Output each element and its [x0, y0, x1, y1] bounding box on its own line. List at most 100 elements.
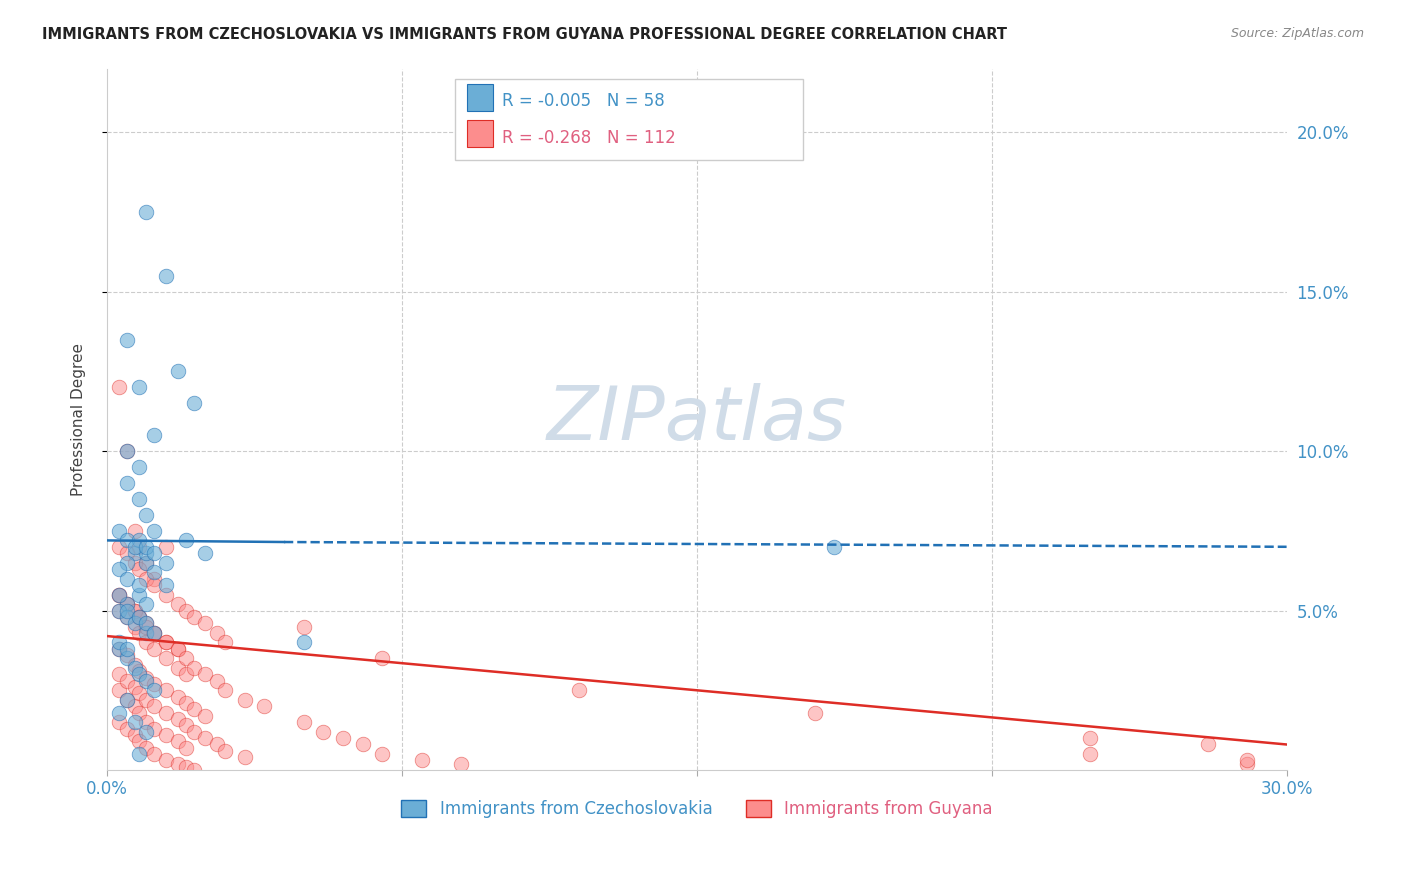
Point — [205, 673, 228, 688]
Point — [183, 610, 205, 624]
Point — [166, 641, 188, 656]
Point — [166, 734, 188, 748]
Point — [128, 626, 150, 640]
Point — [115, 597, 138, 611]
Point — [194, 708, 217, 723]
Point — [183, 724, 205, 739]
Point — [183, 396, 205, 410]
Point — [143, 677, 166, 691]
Point — [135, 597, 157, 611]
Point — [1078, 747, 1101, 761]
Point — [194, 731, 217, 745]
Point — [174, 651, 197, 665]
FancyBboxPatch shape — [456, 79, 803, 160]
Point — [143, 524, 166, 538]
Point — [108, 588, 131, 602]
Point — [135, 546, 157, 560]
Y-axis label: Professional Degree: Professional Degree — [72, 343, 86, 496]
Point — [1236, 756, 1258, 771]
Point — [166, 690, 188, 704]
Point — [155, 728, 177, 742]
Point — [174, 603, 197, 617]
Point — [135, 635, 157, 649]
Point — [205, 738, 228, 752]
Point — [108, 715, 131, 730]
Point — [166, 661, 188, 675]
Point — [332, 731, 354, 745]
Point — [128, 578, 150, 592]
Point — [183, 763, 205, 777]
Point — [155, 635, 177, 649]
Text: ZIPatlas: ZIPatlas — [547, 384, 846, 455]
Point — [214, 744, 236, 758]
Point — [108, 641, 131, 656]
Point — [174, 696, 197, 710]
Point — [143, 572, 166, 586]
Point — [214, 683, 236, 698]
Text: R = -0.005   N = 58: R = -0.005 N = 58 — [502, 93, 665, 111]
Point — [124, 603, 146, 617]
Point — [155, 540, 177, 554]
Point — [115, 693, 138, 707]
Point — [128, 540, 150, 554]
Point — [115, 476, 138, 491]
Bar — [467, 120, 492, 147]
Point — [108, 683, 131, 698]
Point — [174, 718, 197, 732]
Point — [371, 747, 394, 761]
Point — [253, 699, 276, 714]
Point — [128, 460, 150, 475]
Point — [115, 597, 138, 611]
Point — [166, 756, 188, 771]
Point — [143, 699, 166, 714]
Point — [128, 610, 150, 624]
Point — [174, 740, 197, 755]
Point — [143, 428, 166, 442]
Point — [135, 671, 157, 685]
Point — [174, 667, 197, 681]
Point — [128, 610, 150, 624]
Point — [155, 588, 177, 602]
Point — [128, 562, 150, 576]
Point — [1078, 731, 1101, 745]
Point — [124, 619, 146, 633]
Point — [183, 661, 205, 675]
Point — [135, 508, 157, 522]
Point — [128, 667, 150, 681]
Point — [115, 444, 138, 458]
Point — [108, 641, 131, 656]
Point — [108, 540, 131, 554]
Legend: Immigrants from Czechoslovakia, Immigrants from Guyana: Immigrants from Czechoslovakia, Immigran… — [395, 793, 1000, 825]
Point — [124, 715, 146, 730]
Point — [143, 626, 166, 640]
Point — [174, 533, 197, 548]
Point — [108, 603, 131, 617]
Point — [183, 702, 205, 716]
Point — [128, 706, 150, 720]
Point — [804, 706, 827, 720]
Point — [124, 603, 146, 617]
Point — [115, 597, 138, 611]
Point — [135, 540, 157, 554]
Point — [155, 683, 177, 698]
Point — [371, 651, 394, 665]
Point — [135, 724, 157, 739]
Point — [166, 641, 188, 656]
Point — [166, 597, 188, 611]
Point — [115, 722, 138, 736]
Point — [292, 619, 315, 633]
Point — [115, 444, 138, 458]
Point — [128, 491, 150, 506]
Point — [108, 524, 131, 538]
Point — [352, 738, 374, 752]
Point — [312, 724, 335, 739]
Point — [135, 740, 157, 755]
Point — [115, 556, 138, 570]
Point — [108, 588, 131, 602]
Point — [143, 546, 166, 560]
Point — [115, 333, 138, 347]
Point — [214, 635, 236, 649]
Point — [124, 546, 146, 560]
Point — [135, 556, 157, 570]
Point — [135, 556, 157, 570]
